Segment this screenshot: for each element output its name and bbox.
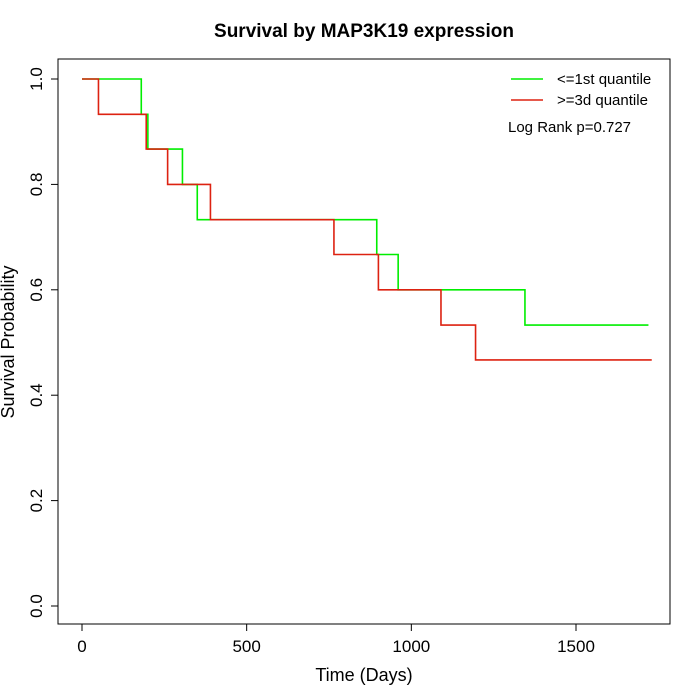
x-tick-label: 0 bbox=[77, 637, 86, 656]
log-rank-annotation: Log Rank p=0.727 bbox=[508, 119, 631, 136]
series-layer bbox=[82, 78, 652, 361]
y-tick-label: 0.0 bbox=[27, 594, 46, 618]
x-tick-label: 500 bbox=[232, 637, 260, 656]
y-tick-label: 1.0 bbox=[27, 67, 46, 91]
y-tick-label: 0.6 bbox=[27, 278, 46, 302]
x-axis-label: Time (Days) bbox=[315, 665, 412, 685]
series-line-1 bbox=[82, 78, 649, 326]
x-tick-label: 1500 bbox=[557, 637, 595, 656]
y-tick-label: 0.2 bbox=[27, 489, 46, 513]
legend-label: >=3d quantile bbox=[557, 92, 648, 109]
y-tick-label: 0.4 bbox=[27, 383, 46, 407]
y-axis-label: Survival Probability bbox=[0, 265, 18, 418]
x-tick-label: 1000 bbox=[392, 637, 430, 656]
y-axis: 0.0 0.2 0.4 0.6 0.8 1.0 bbox=[27, 67, 59, 618]
legend: <=1st quantile >=3d quantile bbox=[511, 71, 651, 109]
legend-label: <=1st quantile bbox=[557, 71, 651, 88]
chart-title: Survival by MAP3K19 expression bbox=[214, 21, 514, 42]
plot-frame bbox=[57, 58, 671, 625]
x-axis: 0 500 1000 1500 bbox=[77, 623, 595, 656]
series-line-2 bbox=[82, 78, 652, 361]
y-tick-label: 0.8 bbox=[27, 173, 46, 197]
